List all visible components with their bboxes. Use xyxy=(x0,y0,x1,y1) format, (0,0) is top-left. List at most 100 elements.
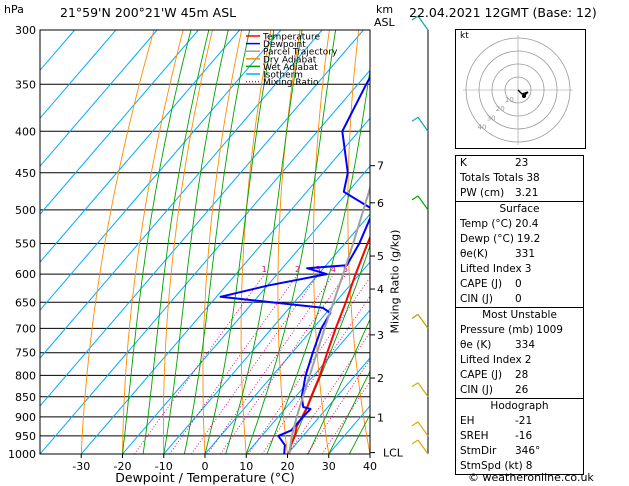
dry-adiabat-line xyxy=(163,30,213,454)
hodograph-ring-label: 30 xyxy=(487,114,496,122)
legend-label: Isotherm xyxy=(263,71,303,81)
mixing-ratio-label: 2 xyxy=(295,265,300,274)
wet-adiabat-line xyxy=(163,30,229,454)
km-tick-label: 7 xyxy=(377,160,384,173)
km-tick-label: 4 xyxy=(377,283,384,296)
wet-adiabat-line xyxy=(204,30,275,454)
wet-adiabat-line xyxy=(245,30,337,454)
index-label: Lifted Index xyxy=(460,263,522,275)
index-value: 331 xyxy=(515,248,536,260)
wind-barb-flag xyxy=(411,439,419,445)
x-tick-label: 30 xyxy=(322,460,336,473)
series-parcel-trajectory-line xyxy=(288,184,370,454)
wind-barb xyxy=(417,116,429,132)
x-tick-label: -20 xyxy=(114,460,132,473)
mixing-ratio-line xyxy=(220,273,347,454)
index-value: 26 xyxy=(515,384,529,396)
index-row: θe(K) 331 xyxy=(456,247,583,262)
mixing-ratio-label: 3 xyxy=(316,265,321,274)
wind-barb xyxy=(417,421,429,437)
index-row: CIN (J) 0 xyxy=(456,292,583,307)
index-row: CAPE (J) 0 xyxy=(456,277,583,292)
index-row: Totals Totals 38 xyxy=(456,171,583,186)
mixing-ratio-axis-title: Mixing Ratio (g/kg) xyxy=(388,229,402,334)
index-value: 20.4 xyxy=(515,218,539,230)
y-tick-label: 450 xyxy=(15,167,36,180)
section-title: Hodograph xyxy=(490,400,549,412)
wind-barb-flag xyxy=(411,313,419,319)
isotherm-line xyxy=(40,30,158,167)
index-value: 0 xyxy=(515,278,522,290)
copyright-label: © weatheronline.co.uk xyxy=(468,471,594,484)
index-row: StmSpd (kt) 8 xyxy=(456,459,583,474)
dry-adiabat-line xyxy=(202,30,243,454)
index-label: StmSpd (kt) xyxy=(460,460,523,472)
dry-adiabat-line xyxy=(622,30,629,454)
series-dewpoint-line xyxy=(219,75,370,454)
wind-barb-flag xyxy=(411,382,419,388)
isotherm-line xyxy=(204,261,370,454)
wind-barb xyxy=(417,15,429,31)
dry-adiabat-line xyxy=(347,30,370,454)
indices-panel: K 23 Totals Totals 38 PW (cm) 3.21 Surface Tem… xyxy=(455,155,584,475)
index-row: EH -21 xyxy=(456,414,583,429)
y-tick-label: 550 xyxy=(15,237,36,250)
y-tick-label: 600 xyxy=(15,268,36,281)
isotherm-line xyxy=(287,357,370,454)
datetime-label: 22.04.2021 12GMT (Base: 12) xyxy=(409,5,597,20)
index-row: Temp (°C) 20.4 xyxy=(456,217,583,232)
wet-adiabat-line xyxy=(266,66,370,454)
x-tick-label: -30 xyxy=(72,460,90,473)
hodograph-ring-label: 40 xyxy=(478,123,487,131)
km-tick-label: 6 xyxy=(377,197,384,210)
hodograph-panel: 10 20 30 40 kt xyxy=(455,29,586,149)
index-label: θe(K) xyxy=(460,248,488,260)
isotherm-line xyxy=(80,117,370,454)
isotherm-line xyxy=(40,30,76,72)
km-tick-label: 1 xyxy=(377,411,384,424)
y-tick-label: 950 xyxy=(15,430,36,443)
wet-adiabat-line xyxy=(307,318,370,454)
index-label: CAPE (J) xyxy=(460,369,503,381)
km-tick-label: 3 xyxy=(377,329,384,342)
index-value: 1009 xyxy=(536,324,563,336)
dry-adiabat-line xyxy=(414,30,453,454)
y-tick-label: 500 xyxy=(15,204,36,217)
wind-barb xyxy=(417,195,429,211)
pressure-unit-label: hPa xyxy=(4,3,24,16)
index-value: 346° xyxy=(515,445,541,457)
dry-adiabat-line xyxy=(277,30,301,454)
mixing-ratio-line xyxy=(169,273,299,454)
y-tick-label: 650 xyxy=(15,296,36,309)
index-label: Pressure (mb) xyxy=(460,324,534,336)
index-value: 334 xyxy=(515,339,536,351)
mixing-ratio-line xyxy=(207,273,335,454)
section-title: Most Unstable xyxy=(482,309,557,321)
y-tick-label: 1000 xyxy=(8,448,36,461)
isotherm-line xyxy=(40,30,117,120)
legend-label: Temperature xyxy=(262,33,320,43)
index-value: 0 xyxy=(515,293,522,305)
isotherm-line xyxy=(40,30,282,311)
index-row: Pressure (mb) 1009 xyxy=(456,323,583,338)
index-value: 19.2 xyxy=(516,233,541,245)
km-tick-label: 5 xyxy=(377,250,384,263)
isotherm-line xyxy=(40,30,323,359)
index-row: Lifted Index 2 xyxy=(456,353,583,368)
dry-adiabat-line xyxy=(122,30,184,454)
legend-label: Mixing Ratio xyxy=(263,78,319,88)
isotherm-line xyxy=(40,30,241,263)
x-tick-label: -10 xyxy=(155,460,173,473)
y-tick-label: 900 xyxy=(15,411,36,424)
y-tick-label: 350 xyxy=(15,78,36,91)
index-label: Totals Totals xyxy=(460,172,524,184)
wind-barb-flag xyxy=(411,116,419,122)
isotherm-line xyxy=(163,213,370,454)
index-label: PW (cm) xyxy=(460,187,505,199)
height-unit-label: km xyxy=(376,3,394,16)
wind-barb xyxy=(417,439,429,455)
index-label: CIN (J) xyxy=(460,293,493,305)
wind-barb-flag xyxy=(411,15,419,21)
y-tick-label: 750 xyxy=(15,347,36,360)
x-tick-label: 20 xyxy=(281,460,295,473)
